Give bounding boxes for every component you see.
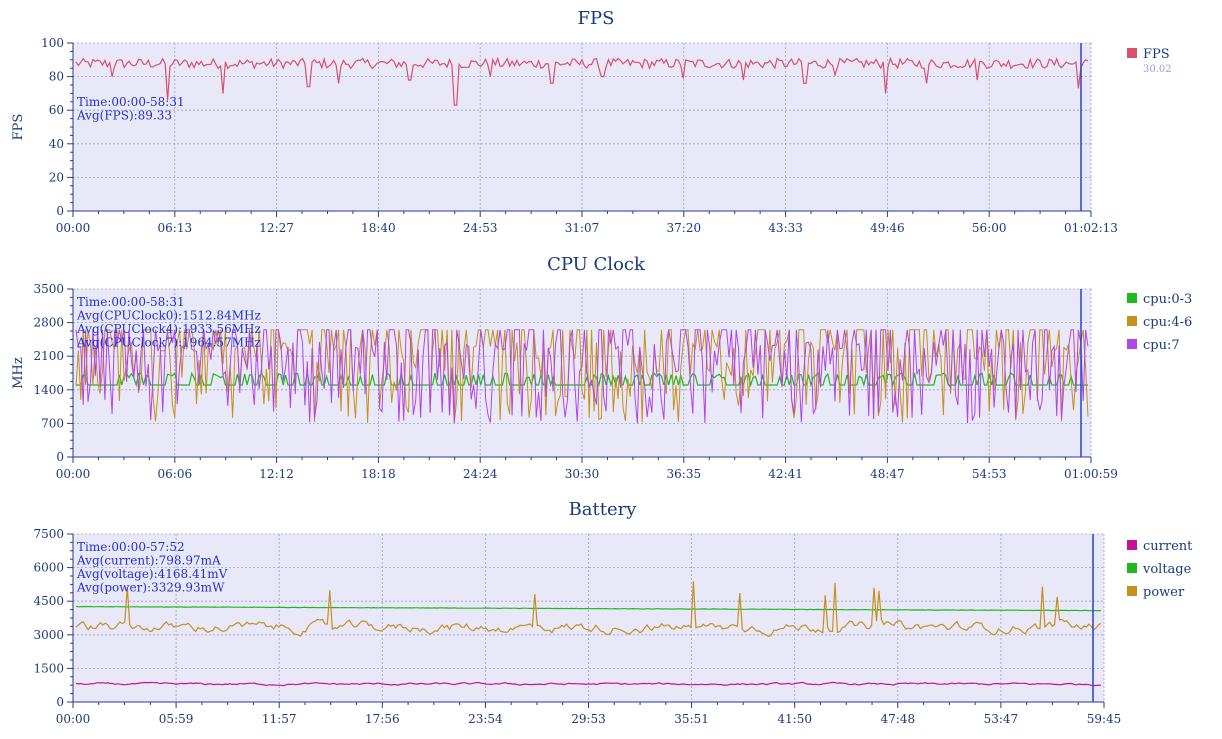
chart-title: CPU Clock — [547, 254, 646, 275]
legend-swatch — [1127, 48, 1137, 58]
legend-label: power — [1143, 585, 1185, 600]
legend-swatch — [1127, 563, 1137, 573]
y-tick-label: 1500 — [33, 661, 64, 675]
y-tick-label: 0 — [56, 204, 64, 218]
x-tick-label: 48:47 — [870, 467, 905, 481]
chart-fps: FPS 0 20 40 60 80 100 00:00 06:13 12:27 18:40 24:53… — [11, 8, 1172, 235]
series-line-FPS — [75, 56, 1089, 106]
x-tick-label: 41:50 — [777, 712, 812, 726]
x-tick-label: 05:59 — [159, 712, 194, 726]
legend-item-current[interactable]: current — [1127, 539, 1193, 554]
chart-cpu-clock: CPU Clock 0 700 1400 2100 2800 3500 00:00 06:06 1… — [11, 254, 1192, 481]
x-tick-label: 18:18 — [361, 467, 396, 481]
x-tick-label: 35:51 — [674, 712, 709, 726]
x-tick-label: 49:46 — [870, 221, 905, 235]
y-tick-label: 2100 — [33, 349, 64, 363]
chart-title: FPS — [578, 8, 615, 29]
x-tick-label: 29:53 — [571, 712, 606, 726]
chart-battery: Battery 0 1500 3000 4500 6000 7500 00:00 05:59 11… — [33, 499, 1193, 726]
x-tick-label: 43:33 — [768, 221, 803, 235]
series-line-cpu-4-6 — [75, 329, 1089, 423]
legend-item-voltage[interactable]: voltage — [1127, 562, 1192, 577]
legend-label: cpu:7 — [1143, 338, 1180, 353]
x-tick-label: 53:47 — [984, 712, 1019, 726]
series-line-power — [75, 581, 1102, 638]
legend-sub-value: 30.02 — [1143, 64, 1172, 75]
y-tick-label: 4500 — [33, 594, 64, 608]
legend-label: cpu:0-3 — [1143, 292, 1192, 307]
x-tick-label: 18:40 — [361, 221, 396, 235]
y-tick-label: 1400 — [33, 383, 64, 397]
y-axis-label: FPS — [11, 114, 26, 141]
stats-annotation: Avg(CPUClock7):1964.57MHz — [76, 336, 261, 350]
legend-label: FPS — [1143, 47, 1170, 62]
y-tick-label: 2800 — [33, 316, 64, 330]
stats-annotation: Avg(FPS):89.33 — [76, 109, 172, 123]
x-tick-label: 12:12 — [259, 467, 294, 481]
x-tick-label: 24:53 — [463, 221, 498, 235]
x-tick-label: 37:20 — [667, 221, 702, 235]
y-tick-label: 3000 — [33, 628, 64, 642]
legend-swatch — [1127, 586, 1137, 596]
legend-swatch — [1127, 316, 1137, 326]
x-tick-label: 23:54 — [468, 712, 503, 726]
y-tick-label: 40 — [49, 137, 64, 151]
y-tick-label: 6000 — [33, 561, 64, 575]
stats-annotation: Avg(power):3329.93mW — [76, 581, 225, 595]
y-axis-label: MHz — [11, 357, 26, 389]
stats-annotation: Time:00:00-58:31 — [77, 95, 185, 109]
legend-swatch — [1127, 339, 1137, 349]
x-tick-label: 47:48 — [881, 712, 916, 726]
x-tick-label: 00:00 — [56, 221, 91, 235]
x-tick-label: 06:06 — [158, 467, 193, 481]
x-tick-label: 01:00:59 — [1064, 467, 1118, 481]
y-tick-label: 0 — [56, 695, 64, 709]
y-tick-label: 80 — [49, 70, 64, 84]
x-tick-label: 30:30 — [565, 467, 600, 481]
x-tick-label: 56:00 — [972, 221, 1007, 235]
legend-item-power[interactable]: power — [1127, 585, 1185, 600]
legend-label: cpu:4-6 — [1143, 315, 1192, 330]
x-tick-label: 54:53 — [972, 467, 1007, 481]
y-tick-label: 7500 — [33, 527, 64, 541]
x-tick-label: 36:35 — [667, 467, 702, 481]
x-tick-label: 59:45 — [1087, 712, 1122, 726]
stats-annotation: Avg(CPUClock4):1933.56MHz — [76, 322, 261, 336]
x-tick-label: 24:24 — [463, 467, 498, 481]
stats-annotation: Avg(current):798.97mA — [76, 554, 221, 568]
y-tick-label: 0 — [56, 450, 64, 464]
stats-annotation: Avg(voltage):4168.41mV — [76, 567, 228, 581]
x-tick-label: 01:02:13 — [1064, 221, 1118, 235]
x-tick-label: 11:57 — [262, 712, 297, 726]
stats-annotation: Avg(CPUClock0):1512.84MHz — [76, 309, 261, 323]
legend-item-cpu-0-3[interactable]: cpu:0-3 — [1127, 292, 1192, 307]
y-tick-label: 20 — [49, 170, 64, 184]
stats-annotation: Time:00:00-57:52 — [77, 540, 185, 554]
y-tick-label: 3500 — [33, 282, 64, 296]
stats-annotation: Time:00:00-58:31 — [77, 295, 185, 309]
y-tick-label: 700 — [41, 416, 64, 430]
legend-label: current — [1143, 539, 1193, 554]
y-tick-label: 60 — [49, 103, 64, 117]
legend-item-FPS[interactable]: FPS 30.02 — [1127, 47, 1172, 75]
chart-title: Battery — [569, 499, 638, 520]
legend-swatch — [1127, 540, 1137, 550]
x-tick-label: 00:00 — [56, 712, 91, 726]
series-line-cpu-7 — [75, 329, 1089, 424]
legend-label: voltage — [1142, 562, 1192, 577]
legend-swatch — [1127, 293, 1137, 303]
series-line-current — [75, 681, 1102, 687]
legend-item-cpu-7[interactable]: cpu:7 — [1127, 338, 1180, 353]
x-tick-label: 17:56 — [365, 712, 400, 726]
x-tick-label: 00:00 — [56, 467, 91, 481]
legend-item-cpu-4-6[interactable]: cpu:4-6 — [1127, 315, 1192, 330]
x-tick-label: 31:07 — [565, 221, 600, 235]
x-tick-label: 42:41 — [768, 467, 803, 481]
x-tick-label: 12:27 — [259, 221, 294, 235]
y-tick-label: 100 — [41, 36, 64, 50]
series-line-voltage — [75, 605, 1102, 612]
x-tick-label: 06:13 — [158, 221, 193, 235]
